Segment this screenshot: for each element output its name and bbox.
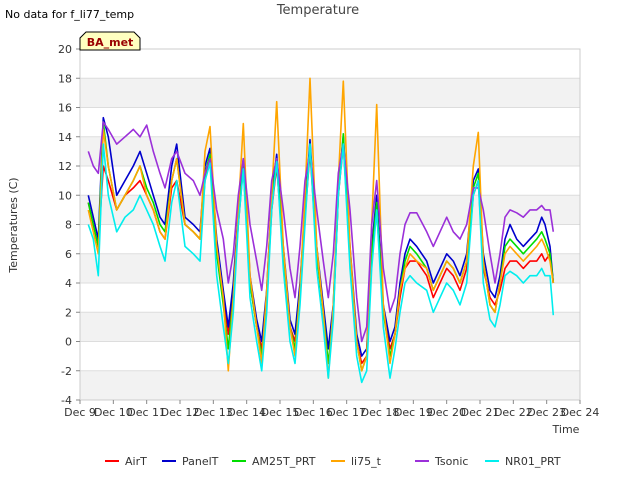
x-tick-label: Dec 11 [127, 406, 166, 419]
y-tick-label: 18 [58, 72, 72, 85]
series-line-nr01-prt [87, 143, 555, 384]
series-layer [87, 77, 555, 384]
legend-label-panelt: PanelT [182, 455, 219, 468]
y-tick-label: 2 [65, 306, 72, 319]
x-tick-label: Dec 23 [527, 406, 566, 419]
x-tick-label: Dec 12 [161, 406, 200, 419]
x-tick-label: Dec 13 [194, 406, 233, 419]
annotation-badge-shape [79, 31, 141, 51]
annotation-badge-label: BA_met [87, 36, 134, 49]
no-data-note: No data for f_li77_temp [5, 8, 134, 21]
legend-label-tsonic: Tsonic [434, 455, 468, 468]
x-tick-label: Dec 19 [394, 406, 433, 419]
y-tick-label: -4 [61, 394, 72, 407]
legend-label-airt: AirT [125, 455, 147, 468]
x-tick-label: Dec 15 [261, 406, 300, 419]
x-tick-label: Dec 10 [94, 406, 133, 419]
series-line-tsonic [87, 121, 555, 343]
x-tick-label: Dec 17 [327, 406, 366, 419]
annotation-badge: BA_met [79, 31, 141, 51]
y-tick-label: 14 [58, 131, 72, 144]
y-tick-label: 0 [65, 336, 72, 349]
plot-band [80, 78, 580, 108]
x-tick-label: Dec 14 [227, 406, 266, 419]
chart-title: Temperature [276, 3, 359, 18]
legend-label-nr01-prt: NR01_PRT [505, 455, 561, 468]
x-tick-label: Dec 16 [294, 406, 333, 419]
y-tick-label: 10 [58, 189, 72, 202]
y-tick-label: -2 [61, 365, 72, 378]
y-axis-ticks: -4 -2 0 2 4 6 8 10 12 14 16 18 20 [58, 43, 80, 407]
legend-label-am25t-prt: AM25T_PRT [252, 455, 316, 468]
legend: AirT PanelT AM25T_PRT li75_t Tsonic NR01_PRT [105, 455, 561, 468]
legend-label-li75-t: li75_t [351, 455, 382, 468]
x-axis-label: Time [552, 423, 580, 436]
y-axis-label: Temperatures (C) [7, 177, 20, 273]
plot-band [80, 195, 580, 225]
x-tick-label: Dec 24 [561, 406, 600, 419]
y-tick-label: 8 [65, 219, 72, 232]
x-tick-label: Dec 20 [427, 406, 466, 419]
plot-band [80, 136, 580, 166]
y-tick-label: 16 [58, 102, 72, 115]
x-tick-label: Dec 21 [461, 406, 500, 419]
y-tick-label: 4 [65, 277, 72, 290]
x-tick-label: Dec 9 [64, 406, 96, 419]
plot-band [80, 370, 580, 400]
y-tick-label: 20 [58, 43, 72, 56]
y-tick-label: 6 [65, 248, 72, 261]
x-tick-label: Dec 18 [361, 406, 400, 419]
x-tick-label: Dec 22 [494, 406, 533, 419]
y-tick-label: 12 [58, 160, 72, 173]
